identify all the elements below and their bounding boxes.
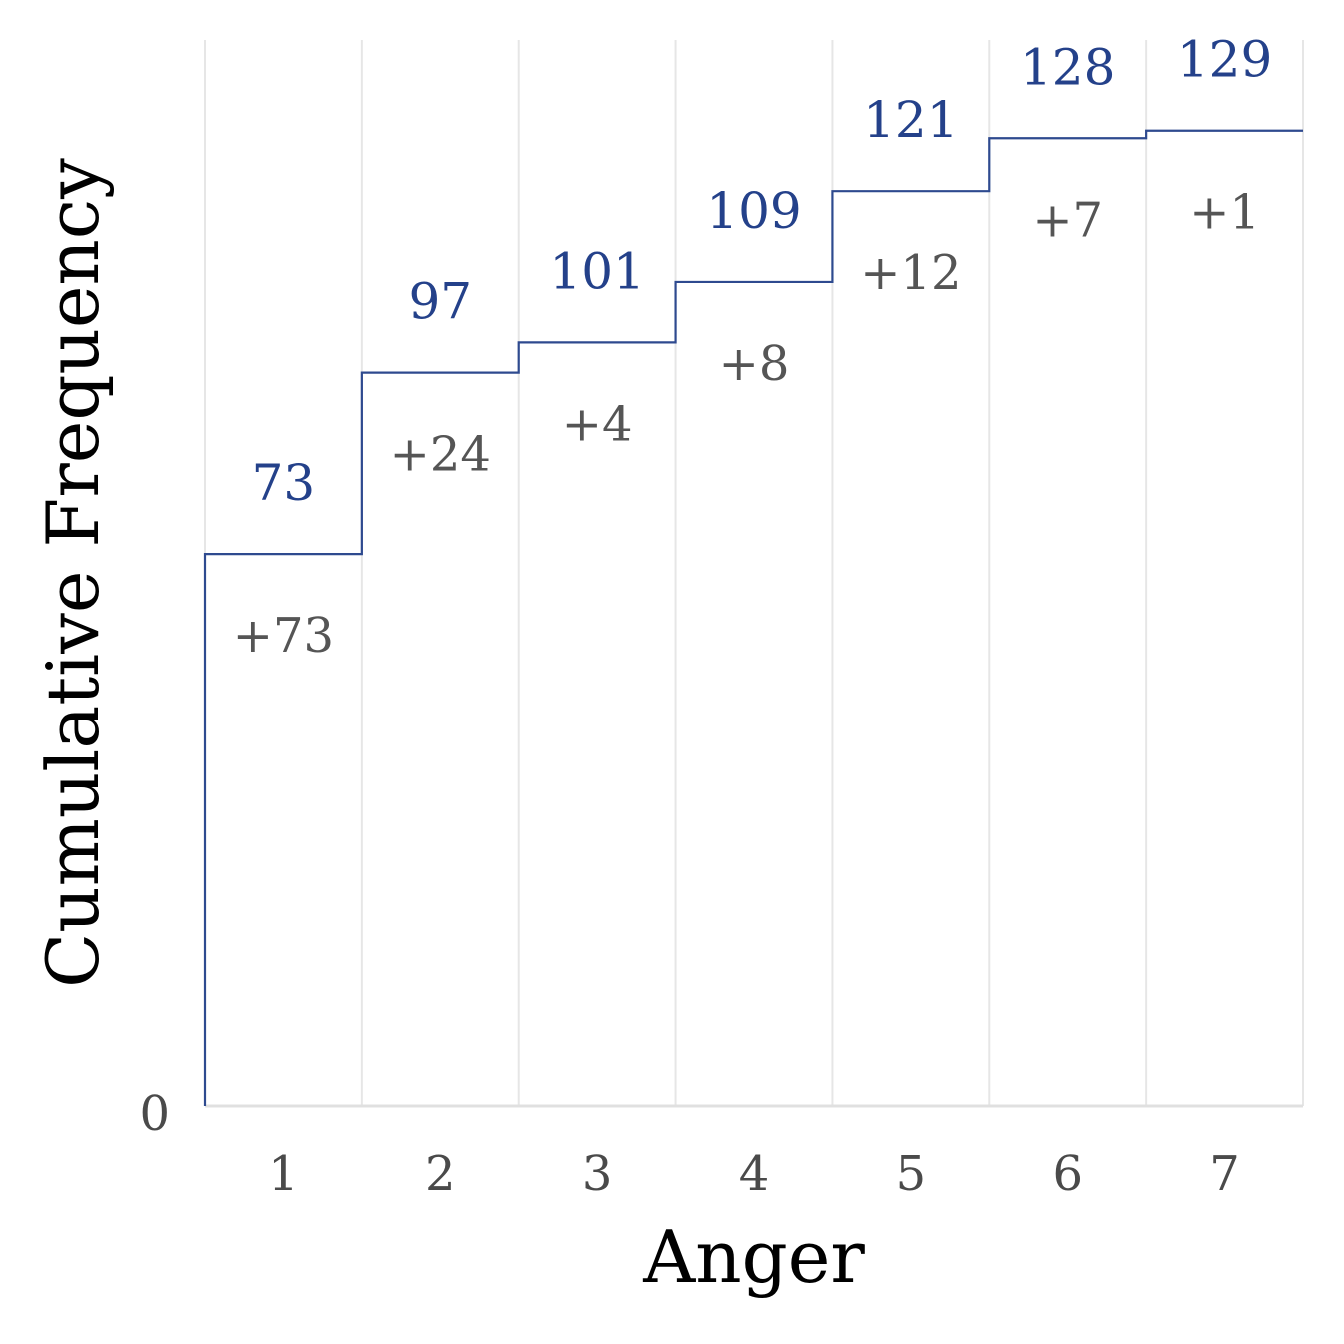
data-labels: 73 +73 97 +24 101 +4 109 +8 121 +12 128 +7 129 +1 — [233, 31, 1273, 664]
x-tick-label: 6 — [1052, 1146, 1083, 1202]
increment-label: +24 — [390, 427, 491, 483]
cumulative-value-label: 73 — [252, 454, 316, 512]
x-tick-label: 5 — [896, 1146, 927, 1202]
cumulative-value-label: 129 — [1177, 31, 1272, 89]
cumulative-value-label: 109 — [706, 182, 801, 240]
increment-label: +4 — [562, 396, 633, 452]
y-tick-label-zero: 0 — [139, 1086, 170, 1142]
y-axis-title: Cumulative Frequency — [31, 158, 115, 988]
cumulative-step-line — [203, 129, 1303, 1106]
x-tick-label: 3 — [582, 1146, 613, 1202]
cumulative-value-label: 97 — [408, 273, 472, 331]
cumulative-value-label: 121 — [863, 91, 958, 149]
cumulative-value-label: 128 — [1020, 38, 1115, 96]
cumulative-value-label: 101 — [549, 242, 644, 300]
increment-label: +12 — [860, 245, 961, 301]
x-tick-labels: 1 2 3 4 5 6 7 — [268, 1146, 1240, 1202]
increment-label: +8 — [719, 336, 790, 392]
x-tick-label: 7 — [1209, 1146, 1240, 1202]
increment-label: +73 — [233, 608, 334, 664]
x-tick-label: 4 — [739, 1146, 770, 1202]
x-tick-label: 1 — [268, 1146, 299, 1202]
increment-label: +7 — [1032, 192, 1103, 248]
increment-label: +1 — [1189, 185, 1260, 241]
x-axis-title: Anger — [642, 1215, 865, 1299]
x-tick-label: 2 — [425, 1146, 456, 1202]
